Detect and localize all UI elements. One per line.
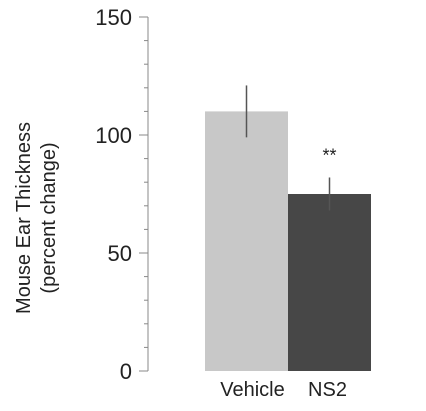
y-axis-title-line1: Mouse Ear Thickness [13, 122, 35, 314]
bar-vehicle [205, 111, 288, 372]
bar-ns2 [288, 194, 371, 371]
y-axis [139, 16, 149, 372]
y-tick-label: 150 [95, 5, 132, 30]
significance-annotation: ** [322, 145, 336, 165]
y-axis-title-line2: (percent change) [38, 142, 60, 293]
category-label-vehicle: Vehicle [220, 379, 285, 401]
y-tick-label: 100 [95, 123, 132, 148]
y-tick-label: 0 [120, 359, 132, 384]
bars [205, 85, 371, 372]
labels: 0 50 100 150 Vehicle NS2 ** [95, 5, 347, 401]
category-label-ns2: NS2 [308, 379, 347, 401]
y-tick-label: 50 [108, 241, 132, 266]
